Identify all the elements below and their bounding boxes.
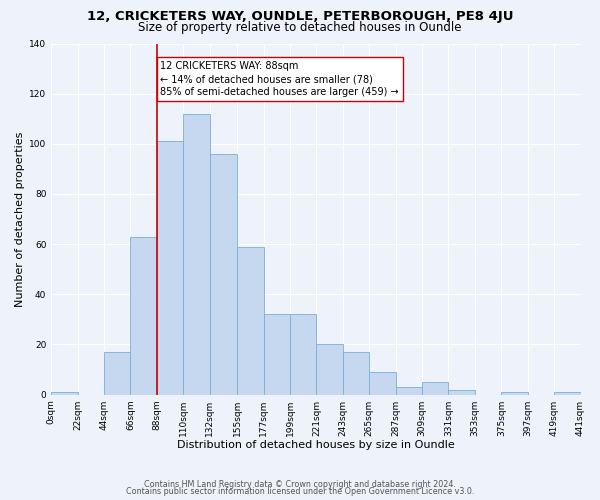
Bar (448, 390, 475, 394)
Bar (209, 154, 237, 394)
Bar (369, 372, 395, 394)
Text: 12 CRICKETERS WAY: 88sqm
← 14% of detached houses are smaller (78)
85% of semi-d: 12 CRICKETERS WAY: 88sqm ← 14% of detach… (160, 61, 399, 98)
Bar (157, 142, 183, 394)
Bar (104, 352, 130, 395)
Bar (316, 344, 343, 395)
Bar (263, 314, 290, 394)
Text: Contains public sector information licensed under the Open Government Licence v3: Contains public sector information licen… (126, 487, 474, 496)
Y-axis label: Number of detached properties: Number of detached properties (15, 132, 25, 306)
Bar (395, 387, 422, 394)
Text: Size of property relative to detached houses in Oundle: Size of property relative to detached ho… (138, 21, 462, 34)
Bar (183, 114, 209, 394)
Bar (554, 392, 581, 394)
Bar (130, 236, 157, 394)
Bar (290, 314, 316, 394)
Bar (422, 382, 448, 394)
Bar (501, 392, 527, 394)
Bar (51, 392, 77, 394)
Text: Contains HM Land Registry data © Crown copyright and database right 2024.: Contains HM Land Registry data © Crown c… (144, 480, 456, 489)
X-axis label: Distribution of detached houses by size in Oundle: Distribution of detached houses by size … (177, 440, 455, 450)
Text: 12, CRICKETERS WAY, OUNDLE, PETERBOROUGH, PE8 4JU: 12, CRICKETERS WAY, OUNDLE, PETERBOROUGH… (87, 10, 513, 23)
Bar (237, 246, 263, 394)
Bar (343, 352, 369, 395)
